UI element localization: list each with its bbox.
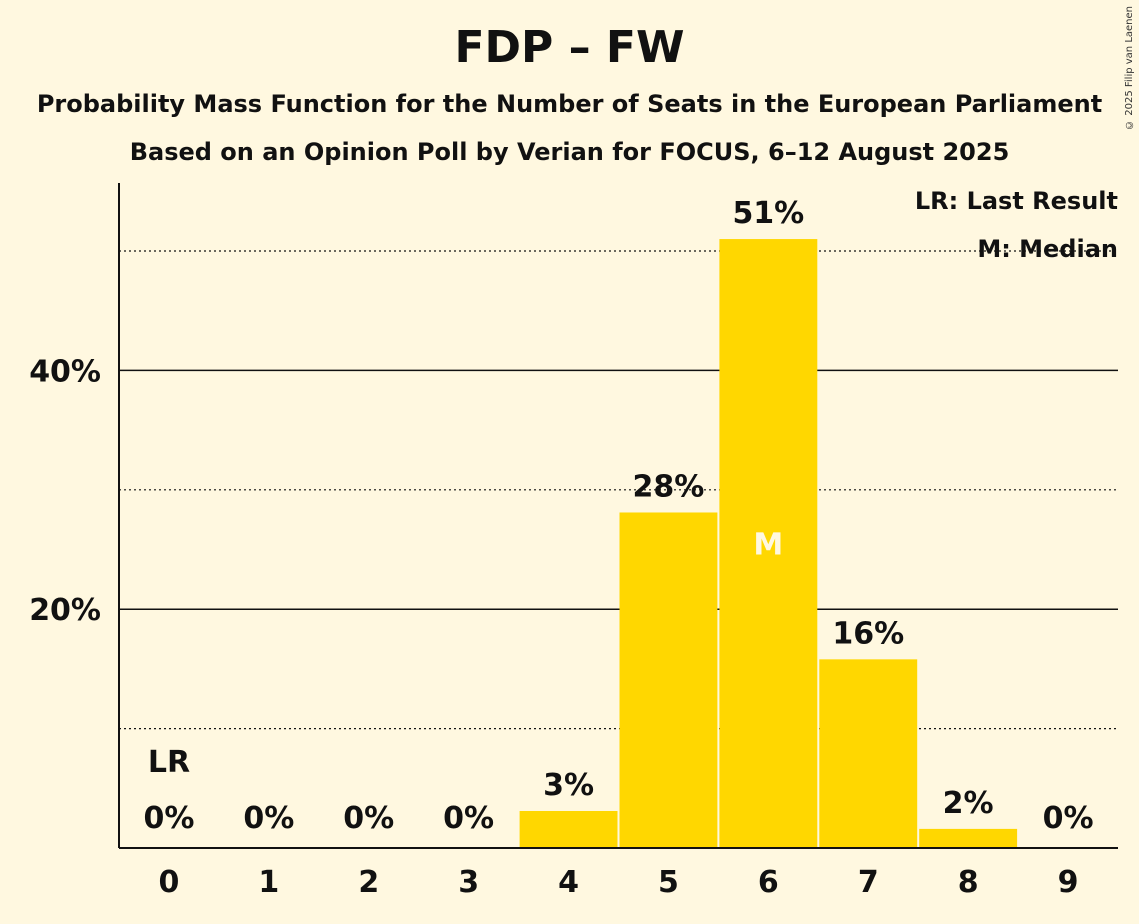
value-label: 16% <box>832 616 904 651</box>
legend-median: M: Median <box>977 235 1118 263</box>
value-label: 51% <box>732 196 804 231</box>
y-tick-label: 40% <box>29 354 101 389</box>
y-tick-label: 20% <box>29 593 101 628</box>
value-label: 2% <box>943 786 994 821</box>
x-tick-label: 0 <box>159 865 180 900</box>
bar-4 <box>519 810 618 848</box>
value-label: 0% <box>243 801 294 836</box>
x-tick-label: 6 <box>758 865 779 900</box>
value-label: 0% <box>1043 801 1094 836</box>
median-marker: M <box>753 528 783 563</box>
x-tick-label: 4 <box>558 865 579 900</box>
value-label: 28% <box>633 469 705 504</box>
x-tick-label: 9 <box>1058 865 1079 900</box>
chart-subtitle: Probability Mass Function for the Number… <box>36 90 1103 118</box>
x-tick-label: 3 <box>458 865 479 900</box>
x-tick-label: 7 <box>858 865 879 900</box>
chart-subtitle-source: Based on an Opinion Poll by Verian for F… <box>129 138 1010 166</box>
chart-title: FDP – FW <box>454 22 685 73</box>
last-result-marker: LR <box>148 745 190 780</box>
x-tick-label: 2 <box>358 865 379 900</box>
value-label: 0% <box>343 801 394 836</box>
bar-5 <box>619 512 718 848</box>
value-label: 0% <box>143 801 194 836</box>
x-tick-label: 5 <box>658 865 679 900</box>
value-label: 0% <box>443 801 494 836</box>
x-tick-label: 8 <box>958 865 979 900</box>
legend-last-result: LR: Last Result <box>915 187 1118 215</box>
bar-8 <box>919 828 1018 848</box>
bar-7 <box>819 659 918 848</box>
x-tick-label: 1 <box>258 865 279 900</box>
bar-6 <box>719 239 818 848</box>
value-label: 3% <box>543 768 594 803</box>
